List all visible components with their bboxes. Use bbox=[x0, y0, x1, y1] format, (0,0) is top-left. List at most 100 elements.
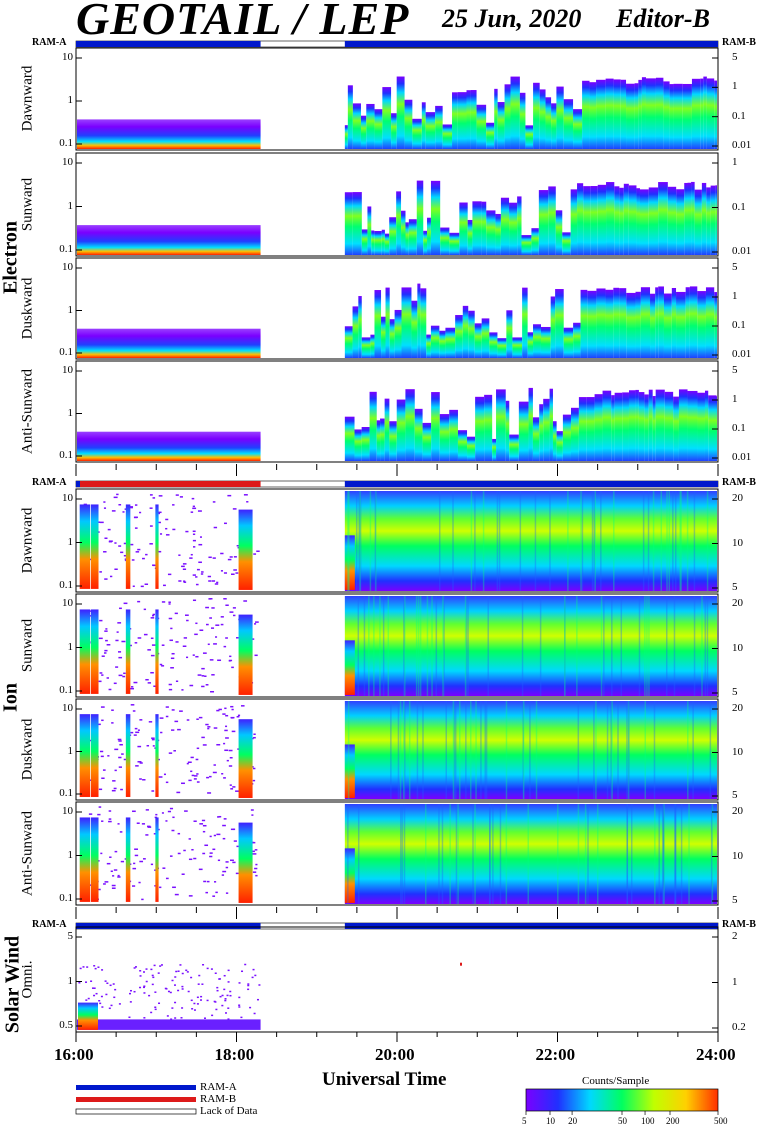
speckle bbox=[154, 991, 157, 993]
speckle bbox=[251, 638, 255, 640]
stripe bbox=[672, 491, 674, 591]
speckle bbox=[247, 983, 250, 985]
speckle bbox=[195, 576, 198, 578]
ion-burst bbox=[344, 640, 355, 695]
speckle bbox=[229, 990, 232, 993]
speckle bbox=[218, 815, 222, 818]
speckle bbox=[187, 990, 190, 993]
spectrogram-column bbox=[562, 414, 571, 461]
speckle bbox=[229, 994, 232, 997]
stripe bbox=[374, 491, 377, 591]
speckle bbox=[88, 739, 93, 742]
speckle bbox=[82, 966, 85, 968]
stripe bbox=[709, 701, 712, 799]
speckle bbox=[109, 984, 112, 987]
y2-tick-label: 20 bbox=[732, 597, 743, 609]
spectrogram-column bbox=[344, 416, 355, 461]
speckle bbox=[199, 536, 202, 538]
y-tick-label: 10 bbox=[62, 261, 73, 273]
stripe bbox=[539, 596, 542, 696]
speckle bbox=[134, 848, 138, 850]
y2-tick-label: 20 bbox=[732, 805, 743, 817]
panel-label-anti-sunward: Anti-Sunward bbox=[19, 368, 36, 454]
speckle bbox=[133, 862, 136, 865]
speckle bbox=[222, 824, 226, 827]
speckle bbox=[174, 720, 179, 723]
spectrogram-column bbox=[655, 287, 659, 358]
speckle bbox=[224, 999, 227, 1002]
speckle bbox=[104, 537, 108, 540]
stripe bbox=[594, 491, 596, 591]
legend-label: Lack of Data bbox=[200, 1105, 258, 1117]
speckle bbox=[173, 984, 176, 986]
stripe bbox=[402, 701, 405, 799]
speckle bbox=[187, 761, 192, 764]
speckle bbox=[230, 573, 235, 575]
spectrogram-column bbox=[521, 235, 532, 255]
spectrogram-column bbox=[344, 125, 348, 149]
speckle bbox=[145, 809, 149, 811]
speckle bbox=[167, 573, 172, 576]
spectrogram-column bbox=[381, 316, 386, 358]
speckle bbox=[152, 745, 155, 747]
y-tick-label: 1 bbox=[67, 199, 74, 212]
speckle bbox=[226, 994, 229, 997]
speckle bbox=[224, 749, 229, 752]
spectrogram-column bbox=[658, 182, 668, 255]
spectrogram-column bbox=[663, 293, 672, 358]
stripe bbox=[464, 596, 467, 696]
stripe bbox=[424, 804, 427, 904]
speckle bbox=[98, 788, 103, 791]
speckle bbox=[254, 867, 258, 870]
panel-frame bbox=[75, 698, 719, 801]
spectrogram-column bbox=[605, 78, 614, 149]
speckle bbox=[228, 749, 233, 752]
spectrogram-column bbox=[384, 233, 390, 255]
speckle bbox=[191, 848, 194, 851]
speckle bbox=[201, 736, 205, 739]
stripe bbox=[470, 491, 473, 591]
stripe bbox=[455, 804, 458, 904]
spectrogram-column bbox=[638, 392, 645, 461]
speckle bbox=[198, 543, 203, 546]
y2-tick-label: 10 bbox=[732, 745, 743, 758]
speckle bbox=[153, 685, 156, 688]
speckle bbox=[207, 727, 210, 730]
speckle bbox=[236, 715, 240, 718]
speckle bbox=[252, 968, 255, 971]
speckle bbox=[204, 675, 207, 678]
spectrogram-column bbox=[582, 80, 590, 149]
colorbar-tick-label: 500 bbox=[714, 1116, 728, 1126]
speckle bbox=[181, 1007, 184, 1009]
stripe bbox=[373, 596, 375, 696]
speckle bbox=[168, 601, 171, 603]
ram-bar-segment bbox=[344, 923, 718, 929]
speckle bbox=[196, 996, 199, 999]
y-tick-label: 0.1 bbox=[59, 579, 73, 591]
speckle bbox=[238, 1006, 241, 1008]
stripe bbox=[580, 491, 582, 591]
speckle bbox=[167, 810, 172, 813]
speckle bbox=[133, 990, 136, 993]
speckle bbox=[118, 504, 122, 506]
speckle bbox=[118, 1003, 121, 1005]
speckle bbox=[212, 848, 216, 851]
speckle bbox=[170, 667, 174, 669]
y2-tick-label: 0.1 bbox=[732, 109, 746, 122]
speckle bbox=[111, 884, 116, 887]
speckle bbox=[100, 755, 104, 758]
speckle bbox=[101, 1006, 104, 1008]
spectrogram-column bbox=[497, 338, 507, 358]
spectrogram-column bbox=[555, 289, 564, 358]
spectrogram-column bbox=[570, 189, 578, 255]
y2-tick-label: 10 bbox=[732, 849, 743, 862]
speckle bbox=[113, 682, 117, 685]
stripe bbox=[347, 804, 349, 904]
speckle bbox=[214, 583, 219, 585]
speckle bbox=[213, 643, 217, 645]
speckle bbox=[225, 604, 229, 606]
speckle bbox=[171, 729, 175, 731]
speckle bbox=[104, 649, 108, 652]
speckle bbox=[193, 857, 197, 860]
speckle bbox=[229, 784, 232, 786]
